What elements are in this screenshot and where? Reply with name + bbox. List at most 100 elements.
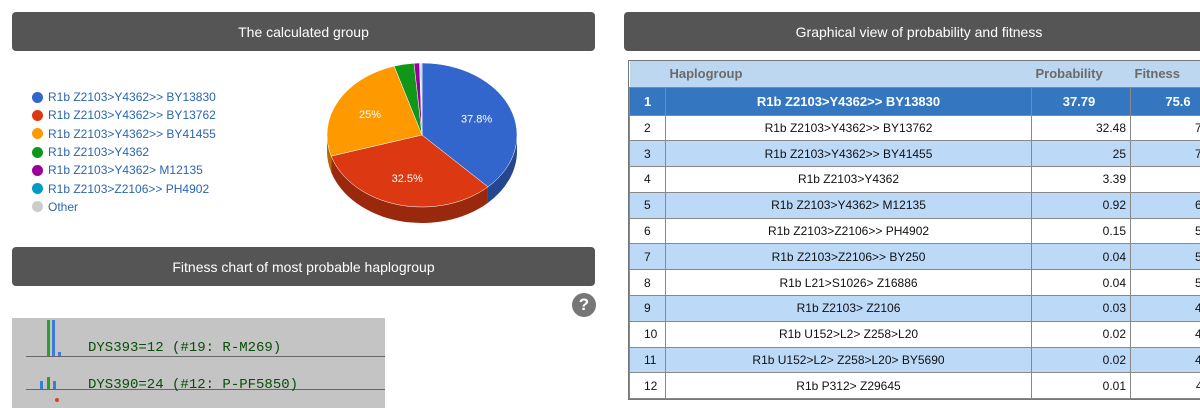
- cell-rank: 3: [630, 141, 666, 167]
- legend-label: R1b Z2103>Y4362>> BY41455: [48, 127, 216, 141]
- cell-probability: 0.02: [1032, 321, 1131, 347]
- col-probability-header[interactable]: Probability: [1032, 61, 1131, 87]
- cell-haplogroup: R1b Z2103>Y4362>> BY13830: [666, 87, 1032, 115]
- cell-probability: 3.39: [1032, 167, 1131, 193]
- cell-haplogroup: R1b U152>L2> Z258>L20: [666, 321, 1032, 347]
- legend-swatch: [32, 92, 43, 103]
- cell-rank: 2: [630, 115, 666, 141]
- legend-label: Other: [48, 200, 78, 214]
- col-haplogroup-header[interactable]: Haplogroup: [666, 61, 1032, 87]
- legend-swatch: [32, 183, 43, 194]
- cell-haplogroup: R1b U152>L2> Z258>L20> BY5690: [666, 347, 1032, 373]
- fitness-row-label: DYS393=12 (#19: R-M269): [88, 340, 281, 356]
- cell-fitness: 60.75: [1131, 192, 1200, 218]
- cell-probability: 0.15: [1032, 218, 1131, 244]
- pie-slice-label: 25%: [359, 109, 381, 121]
- cell-haplogroup: R1b Z2103> Z2106: [666, 296, 1032, 322]
- cell-rank: 4: [630, 167, 666, 193]
- cell-probability: 37.79: [1032, 87, 1131, 115]
- cell-probability: 0.03: [1032, 296, 1131, 322]
- cell-rank: 5: [630, 192, 666, 218]
- legend-item[interactable]: R1b Z2103>Y4362: [32, 143, 216, 161]
- fitness-bar-blue: [53, 381, 56, 389]
- cell-fitness: 50.33: [1131, 270, 1200, 296]
- fitness-baseline: [26, 356, 385, 357]
- cell-fitness: 48.43: [1131, 347, 1200, 373]
- legend-item[interactable]: R1b Z2103>Y4362>> BY13830: [32, 88, 216, 106]
- cell-rank: 12: [630, 373, 666, 399]
- cell-rank: 11: [630, 347, 666, 373]
- cell-probability: 0.04: [1032, 244, 1131, 270]
- help-icon[interactable]: ?: [572, 293, 596, 317]
- table-header-row: Haplogroup Probability Fitness: [630, 61, 1200, 87]
- fitness-bar-green: [47, 320, 50, 356]
- legend-swatch: [32, 147, 43, 158]
- cell-probability: 25: [1032, 141, 1131, 167]
- legend-item[interactable]: R1b Z2103>Y4362> M12135: [32, 161, 216, 179]
- cell-fitness: 75.6: [1131, 87, 1200, 115]
- legend-item[interactable]: R1b Z2103>Z2106>> PH4902: [32, 179, 216, 197]
- cell-haplogroup: R1b Z2103>Z2106>> PH4902: [666, 218, 1032, 244]
- cell-fitness: 47.11: [1131, 373, 1200, 399]
- cell-probability: 32.48: [1032, 115, 1131, 141]
- pie-legend: R1b Z2103>Y4362>> BY13830 R1b Z2103>Y4362…: [32, 88, 216, 216]
- cell-probability: 0.04: [1032, 270, 1131, 296]
- cell-probability: 0.02: [1032, 347, 1131, 373]
- cell-fitness: 49.95: [1131, 296, 1200, 322]
- legend-label: R1b Z2103>Y4362: [48, 145, 149, 159]
- legend-label: R1b Z2103>Z2106>> PH4902: [48, 182, 209, 196]
- cell-rank: 6: [630, 218, 666, 244]
- cell-rank: 1: [630, 87, 666, 115]
- legend-label: R1b Z2103>Y4362>> BY13830: [48, 90, 216, 104]
- fitness-bar-blue: [40, 381, 43, 389]
- pie-slice-label: 37.8%: [461, 113, 492, 125]
- legend-swatch: [32, 110, 43, 121]
- cell-fitness: 65.6: [1131, 167, 1200, 193]
- legend-label: R1b Z2103>Y4362>> BY13762: [48, 108, 216, 122]
- fitness-chart: DYS393=12 (#19: R-M269) DYS390=24 (#12: …: [12, 318, 385, 408]
- legend-item[interactable]: R1b Z2103>Y4362>> BY13762: [32, 106, 216, 124]
- cell-haplogroup: R1b Z2103>Y4362: [666, 167, 1032, 193]
- cell-fitness: 73.79: [1131, 141, 1200, 167]
- haplogroup-pie-chart: 37.8% 32.5% 25%: [318, 60, 528, 245]
- cell-rank: 10: [630, 321, 666, 347]
- cell-haplogroup: R1b Z2103>Y4362> M12135: [666, 192, 1032, 218]
- cell-fitness: 54.55: [1131, 218, 1200, 244]
- legend-swatch: [32, 165, 43, 176]
- cell-haplogroup: R1b Z2103>Y4362>> BY41455: [666, 141, 1032, 167]
- fitness-chart-title: Fitness chart of most probable haplogrou…: [172, 259, 434, 275]
- cell-haplogroup: R1b Z2103>Y4362>> BY13762: [666, 115, 1032, 141]
- cell-fitness: 50.77: [1131, 244, 1200, 270]
- col-fitness-header[interactable]: Fitness: [1131, 61, 1200, 87]
- calculated-group-title: The calculated group: [238, 24, 369, 40]
- cell-fitness: 74.93: [1131, 115, 1200, 141]
- cell-rank: 7: [630, 244, 666, 270]
- graphical-view-header: Graphical view of probability and fitnes…: [624, 12, 1200, 51]
- help-icon-glyph: ?: [579, 295, 589, 315]
- fitness-chart-header: Fitness chart of most probable haplogrou…: [12, 247, 595, 286]
- fitness-bar-blue: [52, 320, 55, 356]
- legend-item[interactable]: R1b Z2103>Y4362>> BY41455: [32, 125, 216, 143]
- legend-swatch: [32, 201, 43, 212]
- cell-probability: 0.92: [1032, 192, 1131, 218]
- cell-fitness: 48.46: [1131, 321, 1200, 347]
- legend-label: R1b Z2103>Y4362> M12135: [48, 163, 203, 177]
- cell-haplogroup: R1b Z2103>Z2106>> BY250: [666, 244, 1032, 270]
- legend-item[interactable]: Other: [32, 198, 216, 216]
- pie-slice-label: 32.5%: [392, 173, 423, 185]
- fitness-bar-green: [47, 377, 50, 389]
